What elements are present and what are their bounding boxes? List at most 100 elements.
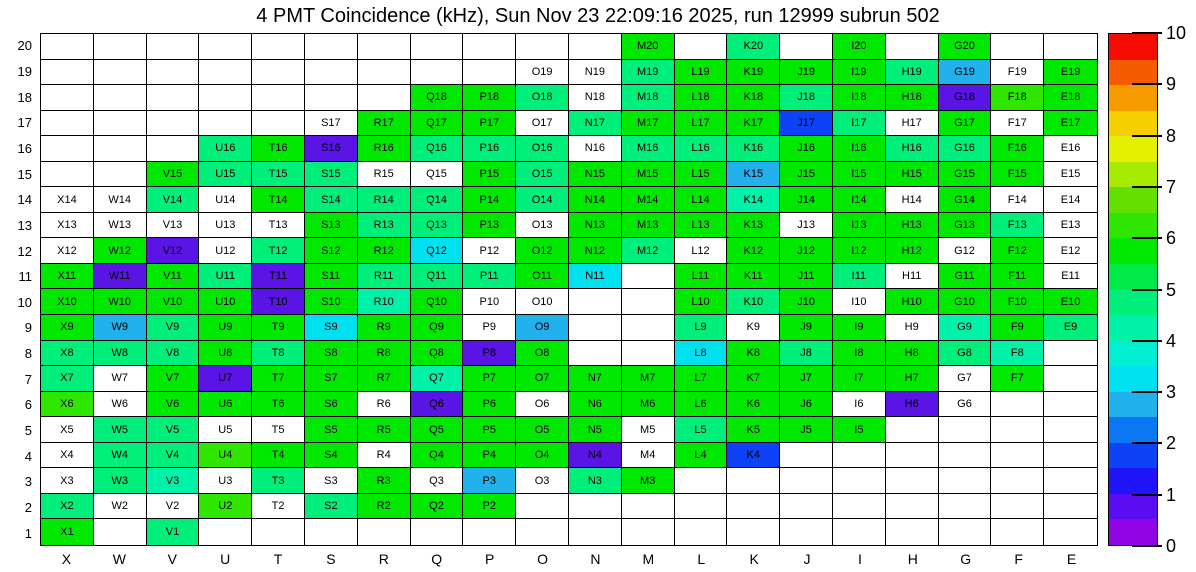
colorbar-tick (1132, 288, 1162, 291)
heatmap-cell-I7: I7 (832, 366, 886, 392)
heatmap-cell-R3: R3 (357, 468, 411, 494)
heatmap-cell-X6: X6 (41, 391, 94, 418)
heatmap-cell-W14: W14 (93, 187, 147, 213)
heatmap-cell-empty (780, 442, 833, 469)
heatmap-cell-H11: H11 (885, 263, 939, 290)
heatmap-cell-O18: O18 (516, 85, 569, 111)
heatmap-cell-T14: T14 (252, 187, 305, 213)
heatmap-cell-K9: K9 (727, 315, 781, 341)
heatmap-cell-X12: X12 (41, 238, 94, 264)
colorbar-tick (1132, 237, 1162, 240)
heatmap-cell-H14: H14 (885, 187, 939, 213)
colorbar-tick-label: 5 (1166, 279, 1177, 300)
heatmap-cell-I8: I8 (832, 340, 886, 367)
colorbar-band (1109, 33, 1157, 60)
colorbar-band (1109, 518, 1157, 545)
heatmap-cell-N5: N5 (568, 417, 622, 443)
heatmap-cell-P12: P12 (463, 238, 517, 264)
heatmap-cell-F13: F13 (991, 212, 1045, 239)
heatmap-cell-F17: F17 (991, 110, 1045, 137)
y-tick-label: 2 (24, 500, 32, 516)
heatmap-cell-empty (991, 519, 1045, 545)
heatmap-cell-G17: G17 (938, 110, 992, 137)
heatmap-cell-H18: H18 (885, 85, 939, 111)
heatmap-cell-L12: L12 (674, 238, 728, 264)
colorbar-tick (1132, 32, 1162, 34)
colorbar-band (1109, 135, 1157, 162)
heatmap-cell-empty (991, 468, 1045, 494)
heatmap-cell-T3: T3 (252, 468, 305, 494)
heatmap-cell-empty (410, 34, 464, 60)
heatmap-cell-K11: K11 (727, 263, 781, 290)
heatmap-cell-N17: N17 (568, 110, 622, 137)
heatmap-cell-empty (991, 391, 1045, 418)
heatmap-cell-empty (1044, 391, 1097, 418)
heatmap-cell-empty (938, 493, 992, 520)
heatmap-cell-O10: O10 (516, 289, 569, 316)
heatmap-cell-P8: P8 (463, 340, 517, 367)
heatmap-cell-R14: R14 (357, 187, 411, 213)
heatmap-cell-V6: V6 (146, 391, 200, 418)
heatmap-cell-I16: I16 (832, 136, 886, 162)
colorbar-tick (1132, 134, 1162, 137)
colorbar-tick-label: 1 (1166, 484, 1177, 505)
heatmap-cell-H17: H17 (885, 110, 939, 137)
x-tick-label: U (220, 551, 231, 567)
heatmap-cell-X13: X13 (41, 212, 94, 239)
heatmap-cell-F18: F18 (991, 85, 1045, 111)
heatmap-cell-K7: K7 (727, 366, 781, 392)
heatmap-cell-empty (1044, 519, 1097, 545)
heatmap-cell-T13: T13 (252, 212, 305, 239)
y-tick-label: 11 (18, 269, 33, 285)
heatmap-cell-Q3: Q3 (410, 468, 464, 494)
heatmap-cell-S12: S12 (304, 238, 358, 264)
heatmap-cell-empty (304, 59, 358, 86)
x-tick-label: H (907, 551, 918, 567)
heatmap-cell-M14: M14 (621, 187, 675, 213)
heatmap-cell-I14: I14 (832, 187, 886, 213)
colorbar-band (1109, 59, 1157, 86)
heatmap-cell-E9: E9 (1044, 315, 1097, 341)
heatmap-cell-F12: F12 (991, 238, 1045, 264)
heatmap-cell-U9: U9 (199, 315, 253, 341)
heatmap-cell-empty (568, 34, 622, 60)
heatmap-cell-S14: S14 (304, 187, 358, 213)
heatmap-cell-N15: N15 (568, 161, 622, 188)
heatmap-cell-L15: L15 (674, 161, 728, 188)
heatmap-cell-Q13: Q13 (410, 212, 464, 239)
heatmap-cell-T5: T5 (252, 417, 305, 443)
heatmap-cell-empty (146, 34, 200, 60)
heatmap-cell-H9: H9 (885, 315, 939, 341)
heatmap-cell-X11: X11 (41, 263, 94, 290)
heatmap-cell-empty (357, 519, 411, 545)
heatmap-cell-empty (621, 519, 675, 545)
heatmap-cell-X2: X2 (41, 493, 94, 520)
heatmap-cell-W4: W4 (93, 442, 147, 469)
heatmap-cell-empty (568, 340, 622, 367)
heatmap-cell-Q15: Q15 (410, 161, 464, 188)
heatmap-cell-N14: N14 (568, 187, 622, 213)
x-tick-label: N (590, 551, 601, 567)
heatmap-cell-G15: G15 (938, 161, 992, 188)
heatmap-cell-U5: U5 (199, 417, 253, 443)
heatmap-cell-empty (1044, 34, 1097, 60)
heatmap-cell-K6: K6 (727, 391, 781, 418)
heatmap-cell-X14: X14 (41, 187, 94, 213)
heatmap-cell-empty (991, 442, 1045, 469)
heatmap-cell-empty (621, 493, 675, 520)
heatmap-cell-S6: S6 (304, 391, 358, 418)
heatmap-cell-G9: G9 (938, 315, 992, 341)
heatmap-cell-E15: E15 (1044, 161, 1097, 188)
heatmap-cell-K10: K10 (727, 289, 781, 316)
colorbar-band (1109, 186, 1157, 213)
heatmap-cell-G18: G18 (938, 85, 992, 111)
heatmap-cell-V2: V2 (146, 493, 200, 520)
heatmap-cell-U15: U15 (199, 161, 253, 188)
heatmap-cell-G12: G12 (938, 238, 992, 264)
heatmap-cell-N18: N18 (568, 85, 622, 111)
heatmap-cell-O7: O7 (516, 366, 569, 392)
heatmap-cell-J15: J15 (780, 161, 833, 188)
heatmap-cell-G20: G20 (938, 34, 992, 60)
heatmap-cell-P4: P4 (463, 442, 517, 469)
heatmap-cell-I6: I6 (832, 391, 886, 418)
